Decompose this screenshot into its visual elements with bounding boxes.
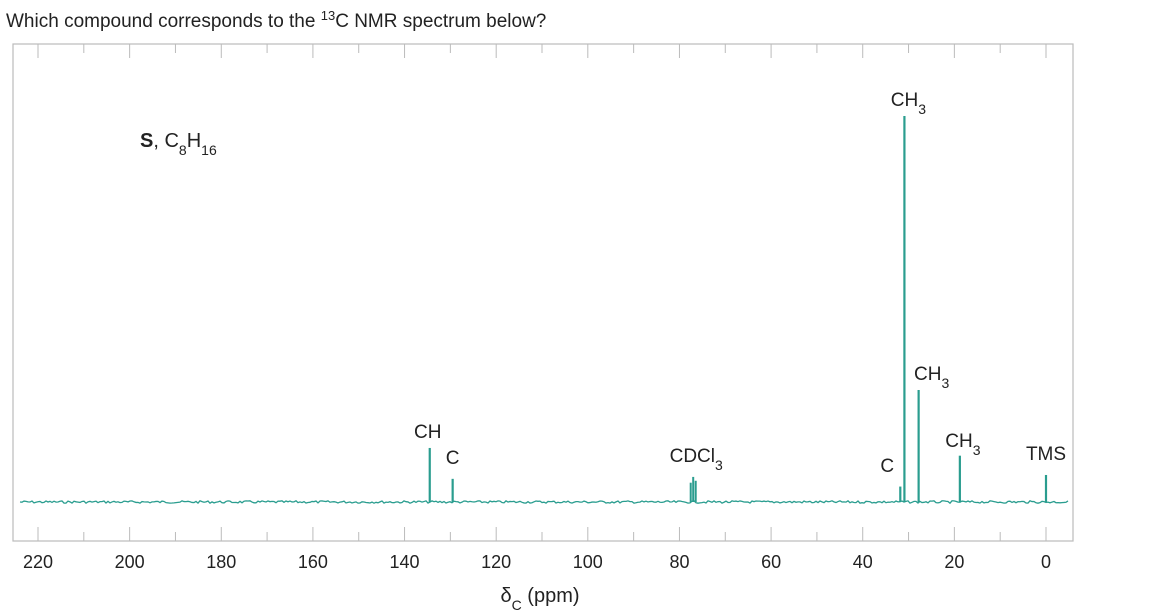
x-tick-label: 160 <box>298 552 328 572</box>
x-tick-label: 20 <box>944 552 964 572</box>
x-tick-label: 0 <box>1041 552 1051 572</box>
sample-title: S, C8H16 <box>140 130 217 158</box>
x-tick-label: 140 <box>390 552 420 572</box>
x-tick-label: 40 <box>853 552 873 572</box>
question-text: Which compound corresponds to the 13C NM… <box>6 8 546 33</box>
x-tick-label: 60 <box>761 552 781 572</box>
question-superscript: 13 <box>320 8 336 23</box>
peak-label-c: C <box>446 448 460 469</box>
peaks <box>428 116 1048 502</box>
x-tick-label: 120 <box>481 552 511 572</box>
peak-label-cdcl3: CDCl3 <box>670 446 723 473</box>
peak-label-ch3: CH3 <box>945 431 980 458</box>
peak-label-ch3: CH3 <box>914 364 949 391</box>
spectrum-baseline <box>19 500 1069 505</box>
plot-frame <box>12 43 1074 542</box>
peak-label-c: C <box>880 456 894 477</box>
peak-label-tms: TMS <box>1026 444 1066 465</box>
x-tick-label: 220 <box>23 552 53 572</box>
tick-labels: 220 200 180 160 140 120 100 80 60 40 20 0 <box>23 552 1051 572</box>
x-axis-label: δC (ppm) <box>500 585 579 613</box>
x-tick-label: 80 <box>669 552 689 572</box>
peak-label-ch3: CH3 <box>891 90 926 117</box>
x-tick-label: 200 <box>115 552 145 572</box>
question-prefix: Which compound corresponds to the <box>6 11 321 32</box>
x-tick-label: 180 <box>206 552 236 572</box>
bottom-ticks <box>37 527 1047 541</box>
question-suffix: C NMR spectrum below? <box>335 11 547 32</box>
peak-label-ch: CH <box>414 422 441 443</box>
x-tick-label: 100 <box>573 552 603 572</box>
top-ticks <box>37 44 1047 58</box>
